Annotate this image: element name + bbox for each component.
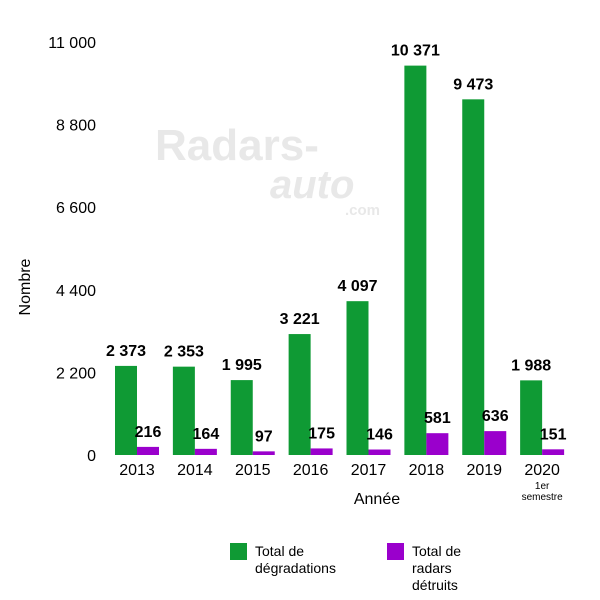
- watermark-line-3: .com: [345, 202, 380, 219]
- bar-radars-detruits: [426, 433, 449, 455]
- x-tick-label: 2014: [177, 462, 213, 479]
- bar-degradations: [462, 99, 485, 455]
- bar-degradations: [404, 65, 427, 455]
- data-label: 3 221: [280, 311, 320, 328]
- legend-label: Total de: [255, 543, 304, 559]
- data-label: 175: [308, 425, 335, 442]
- watermark-logo: Radars- auto .com: [155, 121, 380, 219]
- data-label: 164: [193, 426, 220, 443]
- x-axis-title: Année: [354, 491, 400, 508]
- y-tick-label: 8 800: [56, 118, 96, 135]
- x-tick-sublabel: 1er: [535, 481, 550, 492]
- bar-radars-detruits: [542, 449, 565, 455]
- data-label: 636: [482, 408, 509, 425]
- y-tick-label: 6 600: [56, 200, 96, 217]
- x-tick-label: 2013: [119, 462, 155, 479]
- x-axis-ticks: 2013 2014 2015 2016 2017 2018 2019 2020 1ersemes…: [119, 462, 563, 503]
- bar-degradations: [115, 365, 137, 455]
- x-tick-label: 2015: [235, 462, 271, 479]
- data-label: 151: [540, 426, 567, 443]
- bar-radars-detruits: [484, 431, 507, 455]
- bar-radars-detruits: [252, 451, 275, 455]
- data-label: 2 373: [106, 343, 146, 360]
- data-label: 146: [366, 427, 393, 444]
- x-tick-label: 2019: [466, 462, 502, 479]
- bar-degradations: [520, 380, 543, 455]
- data-label: 4 097: [337, 278, 377, 295]
- y-axis-title: Nombre: [17, 258, 34, 315]
- x-tick-sublabel: semestre: [522, 492, 564, 503]
- data-label: 10 371: [391, 43, 440, 60]
- legend-swatch: [230, 543, 247, 560]
- bar-degradations: [172, 366, 195, 455]
- data-label: 97: [255, 428, 273, 445]
- data-label: 1 988: [511, 357, 551, 374]
- bar-degradations: [346, 301, 369, 455]
- data-label: 216: [135, 424, 162, 441]
- x-tick-label: 2016: [293, 462, 329, 479]
- y-tick-label: 4 400: [56, 283, 96, 300]
- bar-radars-detruits: [194, 448, 217, 455]
- bar-degradations: [288, 334, 311, 455]
- legend-label: radars: [412, 560, 452, 576]
- bar-degradations: [230, 380, 253, 455]
- watermark-line-2: auto: [270, 163, 354, 207]
- data-label: 9 473: [453, 76, 493, 93]
- data-label: 581: [424, 410, 451, 427]
- legend-label: détruits: [412, 577, 458, 593]
- watermark-line-1: Radars-: [155, 121, 319, 170]
- x-tick-label: 2018: [409, 462, 445, 479]
- data-label: 2 353: [164, 344, 204, 361]
- legend-label: dégradations: [255, 560, 336, 576]
- bar-radars-detruits: [137, 446, 159, 455]
- y-tick-label: 2 200: [56, 365, 96, 382]
- y-axis-ticks: 0 2 200 4 400 6 600 8 800 11 000: [48, 35, 96, 465]
- x-tick-label: 2017: [351, 462, 387, 479]
- bar-radars-detruits: [310, 448, 333, 455]
- y-tick-label: 11 000: [48, 35, 96, 52]
- x-tick-label: 2020: [524, 462, 560, 479]
- legend-label: Total de: [412, 543, 461, 559]
- y-tick-label: 0: [87, 448, 96, 465]
- data-label: 1 995: [222, 357, 262, 374]
- bar-radars-detruits: [368, 449, 391, 455]
- bars: 2 373 2 353 1 995 3 221 4 097 10 371 9 473 1 98…: [106, 43, 567, 455]
- legend-swatch: [387, 543, 404, 560]
